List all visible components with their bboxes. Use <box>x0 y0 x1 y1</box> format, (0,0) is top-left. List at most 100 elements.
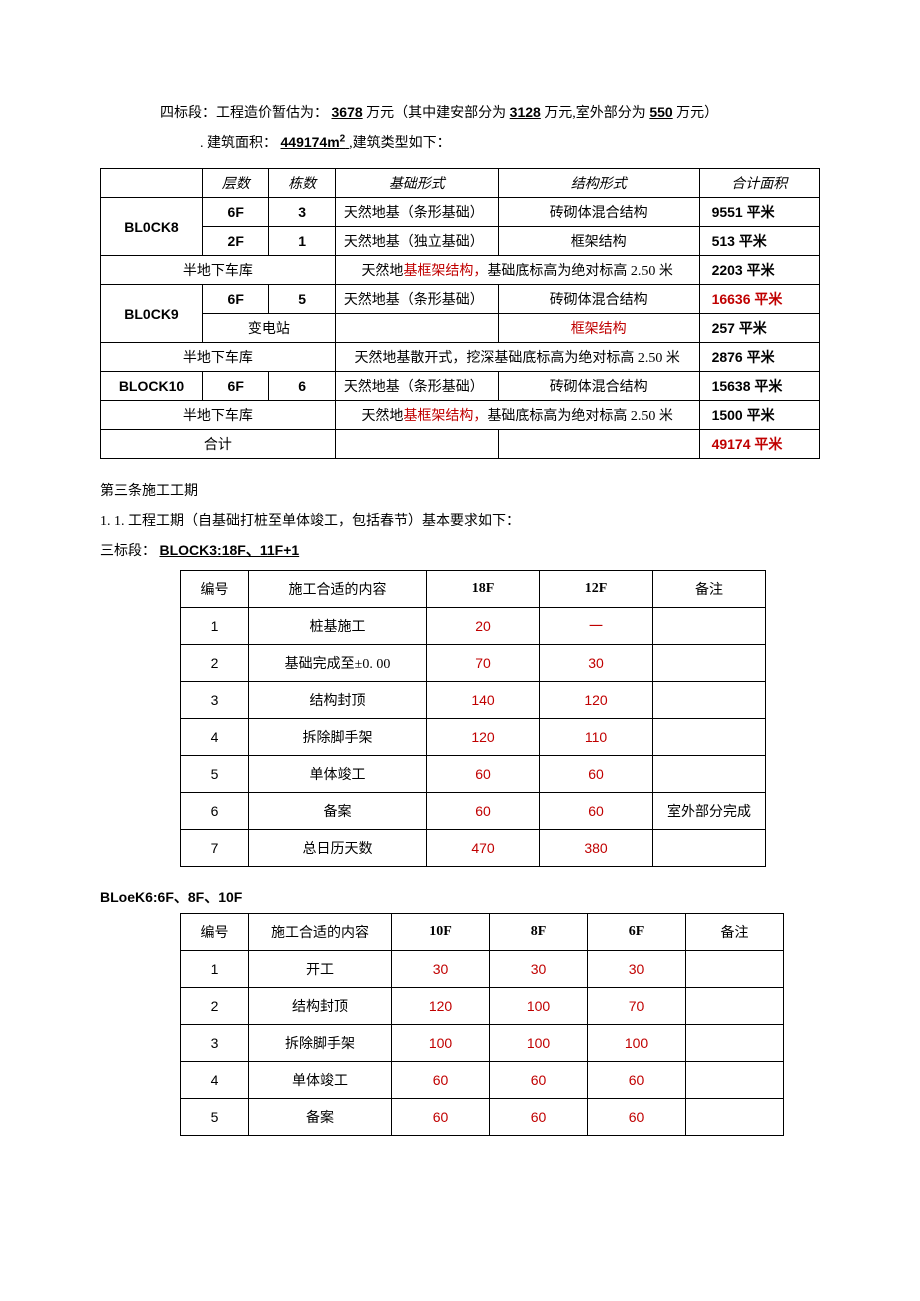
row-note <box>653 681 766 718</box>
row-content: 备案 <box>249 792 427 829</box>
row-18f: 60 <box>427 755 540 792</box>
intro-prefix: 四标段：工程造价暂估为： <box>160 106 328 121</box>
price-1: 3678 <box>332 104 363 120</box>
table-row: 半地下车库 天然地基框架结构，基础底标高为绝对标高 2.50 米 1500 平米 <box>101 401 820 430</box>
row-content: 备案 <box>249 1098 392 1135</box>
table-row: 2F 1 天然地基（独立基础） 框架结构 513 平米 <box>101 227 820 256</box>
table-header-row: 层数 栋数 基础形式 结构形式 合计面积 <box>101 169 820 198</box>
table-row: 1开工303030 <box>181 950 784 987</box>
row-note <box>653 718 766 755</box>
table-row: 7总日历天数470380 <box>181 829 766 866</box>
row-index: 6 <box>181 792 249 829</box>
row-12f: 一 <box>540 607 653 644</box>
table-row: 1桩基施工20一 <box>181 607 766 644</box>
schedule-table-1: 编号 施工合适的内容 18F 12F 备注 1桩基施工20一2基础完成至±0. … <box>180 570 766 867</box>
row-content: 总日历天数 <box>249 829 427 866</box>
row-note <box>686 950 784 987</box>
table-row: 3拆除脚手架100100100 <box>181 1024 784 1061</box>
row-index: 3 <box>181 681 249 718</box>
table-row: 半地下车库 天然地基框架结构，基础底标高为绝对标高 2.50 米 2203 平米 <box>101 256 820 285</box>
row-index: 2 <box>181 644 249 681</box>
table-row: BL0CK8 6F 3 天然地基（条形基础） 砖砌体混合结构 9551 平米 <box>101 198 820 227</box>
row-10f: 30 <box>392 950 490 987</box>
row-12f: 110 <box>540 718 653 755</box>
row-note <box>653 755 766 792</box>
row-content: 基础完成至±0. 00 <box>249 644 427 681</box>
row-18f: 20 <box>427 607 540 644</box>
row-content: 拆除脚手架 <box>249 718 427 755</box>
schedule-table-2: 编号 施工合适的内容 10F 8F 6F 备注 1开工3030302结构封顶12… <box>180 913 784 1136</box>
row-note <box>686 1024 784 1061</box>
row-8f: 60 <box>490 1098 588 1135</box>
row-note <box>653 607 766 644</box>
row-index: 5 <box>181 755 249 792</box>
price-2: 3128 <box>510 104 541 120</box>
table-row: 变电站 框架结构 257 平米 <box>101 314 820 343</box>
row-8f: 30 <box>490 950 588 987</box>
table-row: 6备案6060室外部分完成 <box>181 792 766 829</box>
table-row: 半地下车库 天然地基散开式，挖深基础底标高为绝对标高 2.50 米 2876 平… <box>101 343 820 372</box>
row-index: 1 <box>181 950 249 987</box>
row-10f: 120 <box>392 987 490 1024</box>
row-12f: 60 <box>540 792 653 829</box>
row-18f: 70 <box>427 644 540 681</box>
row-10f: 60 <box>392 1098 490 1135</box>
row-12f: 120 <box>540 681 653 718</box>
section3-line: 1. 1. 工程工期（自基础打桩至单体竣工，包括春节）基本要求如下： <box>100 509 820 534</box>
row-index: 3 <box>181 1024 249 1061</box>
section3-title: 第三条施工工期 <box>100 479 820 504</box>
row-6f: 30 <box>588 950 686 987</box>
row-content: 拆除脚手架 <box>249 1024 392 1061</box>
price-3: 550 <box>649 104 672 120</box>
line2-prefix: . 建筑面积： <box>200 136 277 151</box>
row-10f: 100 <box>392 1024 490 1061</box>
row-12f: 30 <box>540 644 653 681</box>
table-row: 2基础完成至±0. 007030 <box>181 644 766 681</box>
row-content: 开工 <box>249 950 392 987</box>
row-18f: 60 <box>427 792 540 829</box>
table-header-row: 编号 施工合适的内容 18F 12F 备注 <box>181 570 766 607</box>
table-row: 3结构封顶140120 <box>181 681 766 718</box>
intro-suffix: 万元） <box>676 106 718 121</box>
row-6f: 60 <box>588 1061 686 1098</box>
row-8f: 60 <box>490 1061 588 1098</box>
row-content: 结构封顶 <box>249 987 392 1024</box>
row-index: 5 <box>181 1098 249 1135</box>
building-type-table: 层数 栋数 基础形式 结构形式 合计面积 BL0CK8 6F 3 天然地基（条形… <box>100 168 820 459</box>
row-content: 桩基施工 <box>249 607 427 644</box>
row-content: 结构封顶 <box>249 681 427 718</box>
table-total-row: 合计 49174 平米 <box>101 430 820 459</box>
row-6f: 60 <box>588 1098 686 1135</box>
row-18f: 120 <box>427 718 540 755</box>
row-note <box>686 987 784 1024</box>
line2-suffix: ,建筑类型如下： <box>349 136 451 151</box>
table-header-row: 编号 施工合适的内容 10F 8F 6F 备注 <box>181 913 784 950</box>
row-note: 室外部分完成 <box>653 792 766 829</box>
table-row: 5单体竣工6060 <box>181 755 766 792</box>
row-6f: 100 <box>588 1024 686 1061</box>
table-row: 4单体竣工606060 <box>181 1061 784 1098</box>
row-index: 4 <box>181 718 249 755</box>
row-index: 1 <box>181 607 249 644</box>
row-index: 2 <box>181 987 249 1024</box>
row-10f: 60 <box>392 1061 490 1098</box>
row-6f: 70 <box>588 987 686 1024</box>
table-row: BL0CK9 6F 5 天然地基（条形基础） 砖砌体混合结构 16636 平米 <box>101 285 820 314</box>
table-row: 5备案606060 <box>181 1098 784 1135</box>
intro-line-1: 四标段：工程造价暂估为： 3678 万元（其中建安部分为 3128 万元,室外部… <box>100 100 820 126</box>
row-index: 7 <box>181 829 249 866</box>
sub2-label: BLoeK6:6F、8F、10F <box>100 887 820 907</box>
table-row: 2结构封顶12010070 <box>181 987 784 1024</box>
row-8f: 100 <box>490 1024 588 1061</box>
row-8f: 100 <box>490 987 588 1024</box>
row-12f: 60 <box>540 755 653 792</box>
table-row: 4拆除脚手架120110 <box>181 718 766 755</box>
row-content: 单体竣工 <box>249 1061 392 1098</box>
intro-mid2: 万元,室外部分为 <box>544 106 646 121</box>
row-note <box>686 1061 784 1098</box>
row-index: 4 <box>181 1061 249 1098</box>
section3-sub1: 三标段： BLOCK3:18F、11F+1 <box>100 538 820 564</box>
row-note <box>653 644 766 681</box>
row-12f: 380 <box>540 829 653 866</box>
row-content: 单体竣工 <box>249 755 427 792</box>
